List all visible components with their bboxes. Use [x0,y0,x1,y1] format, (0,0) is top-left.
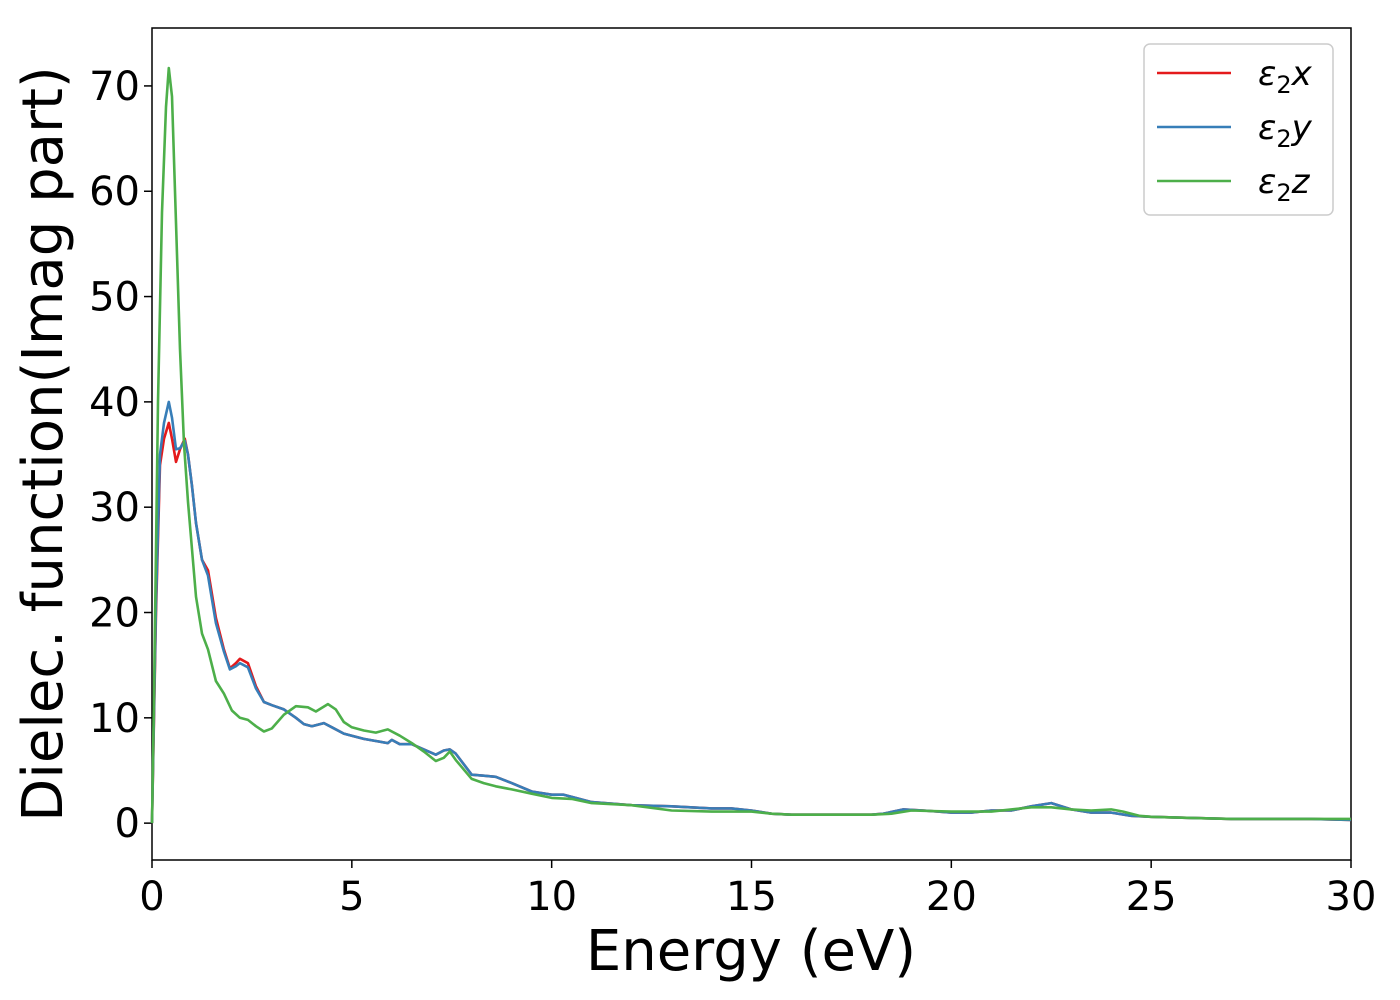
y-tick-label: 30 [89,485,140,531]
legend-label-y: ε2y [1258,108,1313,153]
y-tick-label: 60 [89,169,140,215]
y-tick-label: 70 [89,64,140,110]
x-tick-label: 20 [926,874,977,920]
legend-symbol: ε [1258,54,1276,94]
y-axis-label: Dielec. function(Imag part) [11,66,76,822]
legend-box [1143,43,1334,216]
y-tick-label: 20 [89,591,140,637]
x-tick-label: 15 [726,874,777,920]
y-tick-label: 40 [89,380,140,426]
x-tick-label: 0 [139,874,164,920]
y-tick-label: 0 [115,801,140,847]
x-tick-label: 10 [526,874,577,920]
legend-subscript: 2 [1276,179,1291,207]
series-line-z [150,66,1351,824]
x-tick-label: 5 [339,874,364,920]
legend-label-z: ε2z [1258,162,1311,207]
legend-variable: x [1291,54,1313,94]
legend-subscript: 2 [1276,125,1291,153]
legend-subscript: 2 [1276,71,1291,99]
legend-label-x: ε2x [1258,54,1313,99]
legend-variable: y [1291,108,1313,148]
x-axis-label: Energy (eV) [586,919,916,984]
x-tick-label: 30 [1326,874,1377,920]
y-tick-label: 50 [89,275,140,321]
y-tick-label: 10 [89,696,140,742]
legend-symbol: ε [1258,108,1276,148]
series-layer [150,66,1352,824]
legend-symbol: ε [1258,162,1276,202]
legend-variable: z [1291,162,1311,202]
x-tick-label: 25 [1126,874,1177,920]
axis-ticks: 0 5 10 15 20 25 30 0 10 20 30 40 50 60 70 [89,64,1376,920]
